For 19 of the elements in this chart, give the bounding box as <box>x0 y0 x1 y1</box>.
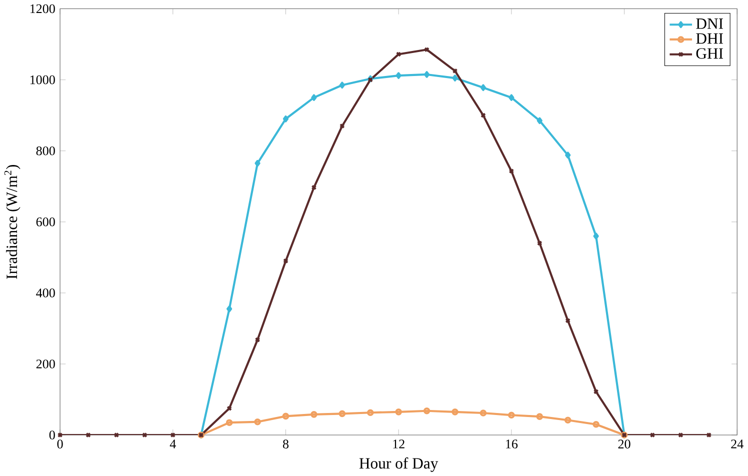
y-tick-label: 0 <box>49 430 55 440</box>
x-tick-label: 4 <box>170 440 176 448</box>
legend-label: DNI <box>696 18 723 29</box>
x-tick-label: 20 <box>618 440 630 448</box>
x-tick-label: 24 <box>731 440 744 448</box>
y-axis-title: Irradiance (W/m$^{2}$) <box>4 164 20 279</box>
y-tick-label: 200 <box>36 359 55 368</box>
y-tick-label: 400 <box>36 288 55 298</box>
y-tick-label: 600 <box>36 217 55 226</box>
y-tick-label: 1000 <box>30 75 55 84</box>
y-tick-label: 1200 <box>30 4 55 14</box>
x-tick-label: 12 <box>393 440 404 448</box>
x-axis-title: Hour of Day <box>359 457 438 472</box>
x-tick-label: 0 <box>57 440 63 448</box>
legend-label: GHI <box>696 48 723 59</box>
x-tick-label: 16 <box>506 440 518 448</box>
legend-label: DHI <box>696 33 723 44</box>
y-tick-label: 800 <box>36 146 55 156</box>
x-tick-label: 8 <box>282 440 289 448</box>
